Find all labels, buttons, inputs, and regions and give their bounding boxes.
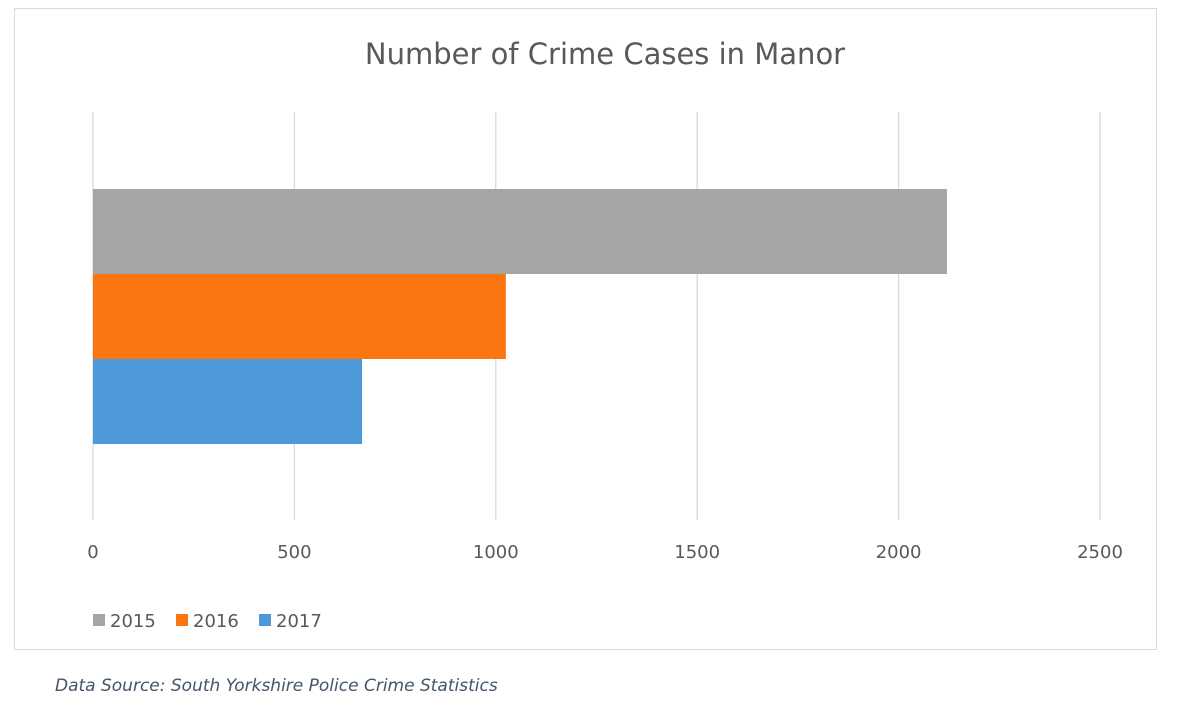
bar-2016 [93, 274, 506, 359]
data-source-note: Data Source: South Yorkshire Police Crim… [55, 676, 498, 696]
legend-item-2016: 2016 [176, 611, 239, 632]
x-tick-label: 2000 [876, 542, 922, 563]
chart-title: Number of Crime Cases in Manor [365, 37, 845, 71]
legend-swatch [176, 614, 188, 626]
x-tick-label: 500 [277, 542, 311, 563]
legend-item-2015: 2015 [93, 611, 156, 632]
legend-swatch [259, 614, 271, 626]
x-tick-label: 1500 [674, 542, 720, 563]
x-tick-label: 1000 [473, 542, 519, 563]
x-tick-label: 2500 [1077, 542, 1123, 563]
gridlines [92, 112, 1101, 520]
x-axis-ticks: 0 500 1000 1500 2000 2500 [87, 542, 1123, 563]
legend-swatch [93, 614, 105, 626]
legend-label: 2017 [276, 611, 322, 632]
legend: 2015 2016 2017 [93, 611, 322, 632]
x-tick-label: 0 [87, 542, 98, 563]
bar-2017 [93, 359, 363, 444]
legend-item-2017: 2017 [259, 611, 322, 632]
bar-2015 [93, 189, 947, 274]
legend-label: 2015 [110, 611, 156, 632]
bars [93, 189, 947, 444]
legend-label: 2016 [193, 611, 239, 632]
